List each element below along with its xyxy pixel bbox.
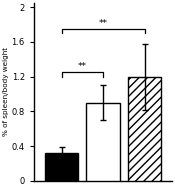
Y-axis label: % of spleen/body weight: % of spleen/body weight	[3, 47, 9, 136]
Text: **: **	[78, 62, 87, 71]
Bar	[128, 77, 161, 181]
Text: **: **	[99, 19, 107, 28]
Bar	[86, 103, 120, 181]
Bar	[45, 153, 78, 181]
